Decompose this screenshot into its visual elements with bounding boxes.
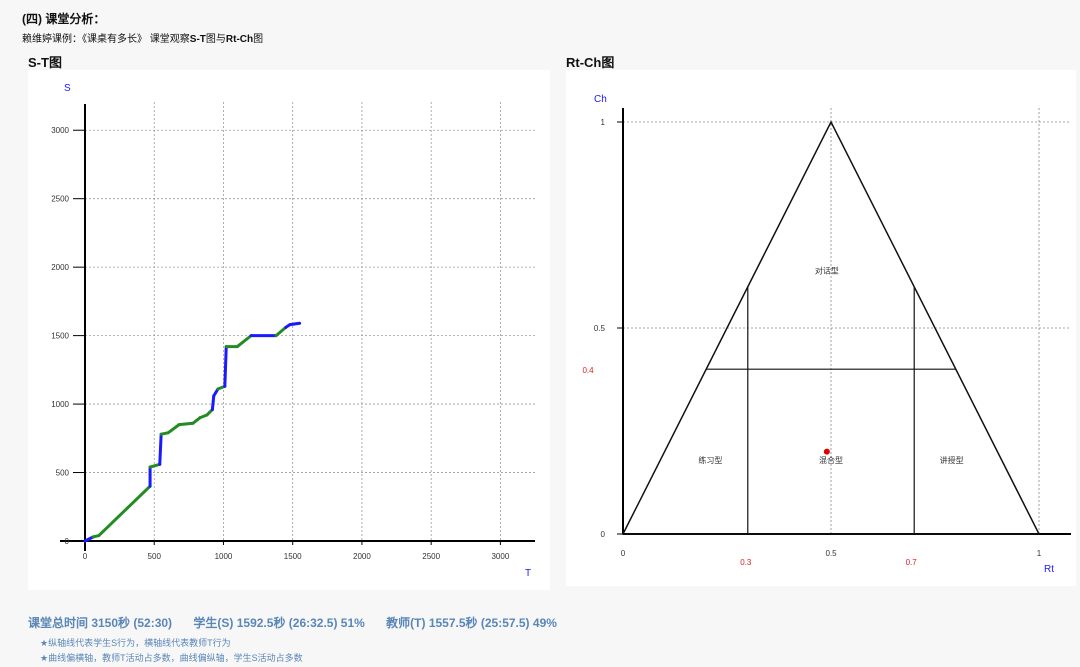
rtch-y-axis-label: Ch	[594, 94, 607, 105]
st-student-segment	[158, 432, 163, 466]
st-teacher-segment	[235, 334, 253, 349]
st-x-tick-label: 1000	[215, 552, 233, 561]
st-y-tick-label: 0	[65, 537, 70, 546]
summary-teacher: 教师(T) 1557.5秒 (25:57.5) 49%	[386, 616, 557, 630]
st-x-tick-label: 500	[148, 552, 162, 561]
subheading-suffix: 图	[253, 34, 264, 45]
summary-student: 学生(S) 1592.5秒 (26:32.5) 51%	[193, 616, 365, 630]
note-2: ★曲线偏横轴，教师T活动占多数，曲线偏纵轴，学生S活动占多数	[40, 653, 303, 663]
rtch-ref-x-0-3: 0.3	[740, 558, 752, 567]
note-1: ★纵轴线代表学生S行为，横轴线代表教师T行为	[40, 638, 231, 648]
subheading-mid: 图与	[205, 34, 226, 45]
st-teacher-segment	[148, 462, 162, 469]
rtch-x-tick-label: 1	[1037, 549, 1042, 558]
rtch-ref-x-0-7: 0.7	[906, 558, 918, 567]
rtch-region-label: 讲授型	[940, 455, 964, 465]
st-x-tick-label: 2000	[353, 552, 371, 561]
st-y-tick-label: 2000	[51, 263, 69, 272]
st-y-tick-label: 1000	[51, 400, 69, 409]
subheading-st: S-T	[189, 34, 206, 45]
st-chart-title: S-T图	[28, 55, 62, 70]
subheading-rtch: Rt-Ch	[225, 34, 254, 45]
summary-total: 课堂总时间 3150秒 (52:30)	[28, 616, 173, 630]
st-teacher-segment	[97, 484, 152, 538]
rtch-x-tick-label: 0	[621, 549, 626, 558]
st-x-axis-label: T	[525, 568, 531, 579]
rtch-triangle	[621, 120, 1041, 535]
rtch-x-tick-label: 0.5	[825, 549, 837, 558]
section-subheading: 赖维婷课例：《课桌有多长》 课堂观察S-T图与Rt-Ch图	[22, 30, 263, 45]
st-y-tick-label: 1500	[51, 332, 69, 341]
section-heading: (四) 课堂分析：	[22, 12, 106, 26]
st-x-tick-label: 0	[83, 552, 88, 561]
summary-line: 课堂总时间 3150秒 (52:30) 学生(S) 1592.5秒 (26:32…	[28, 614, 575, 631]
st-y-axis-label: S	[64, 83, 71, 94]
subheading-prefix: 赖维婷课例：《课桌有多长》 课堂观察	[22, 34, 190, 45]
rtch-x-axis-label: Rt	[1044, 564, 1054, 575]
st-student-segment	[223, 345, 228, 388]
st-x-tick-label: 3000	[491, 552, 509, 561]
rtch-y-tick-label: 0	[601, 530, 606, 539]
st-y-tick-label: 2500	[51, 195, 69, 204]
st-chart: 0 500 1000 1500 2000 2500 3000 0 500 1000 1500 2000…	[51, 83, 535, 579]
rtch-chart-title: Rt-Ch图	[566, 55, 615, 70]
st-y-tick-label: 3000	[51, 126, 69, 135]
st-student-segment	[288, 321, 302, 327]
st-teacher-segment	[166, 423, 181, 435]
rtch-ref-y-0-4: 0.4	[582, 366, 594, 375]
rtch-y-tick-label: 0.5	[594, 324, 606, 333]
st-x-tick-label: 1500	[284, 552, 302, 561]
st-student-segment	[210, 394, 216, 412]
rtch-region-label: 练习型	[698, 455, 722, 465]
rtch-region-label: 对话型	[815, 265, 839, 275]
rtch-y-tick-label: 1	[601, 118, 606, 127]
st-chart-panel: 0 500 1000 1500 2000 2500 3000 0 500 1000 1500 2000…	[28, 70, 550, 590]
st-teacher-segment	[177, 421, 195, 427]
st-student-segment	[83, 535, 95, 543]
st-teacher-segment	[274, 325, 288, 338]
st-x-tick-label: 2500	[422, 552, 440, 561]
rtch-region-label: 混合型	[819, 455, 843, 465]
rtch-data-point	[823, 448, 830, 455]
rtch-chart-panel: 0 0.5 1 0 0.5 1 0.3 0.7 0.4 对话型练习型 混合型 讲授型 Ch Rt	[566, 70, 1076, 586]
st-y-tick-label: 500	[56, 469, 70, 478]
